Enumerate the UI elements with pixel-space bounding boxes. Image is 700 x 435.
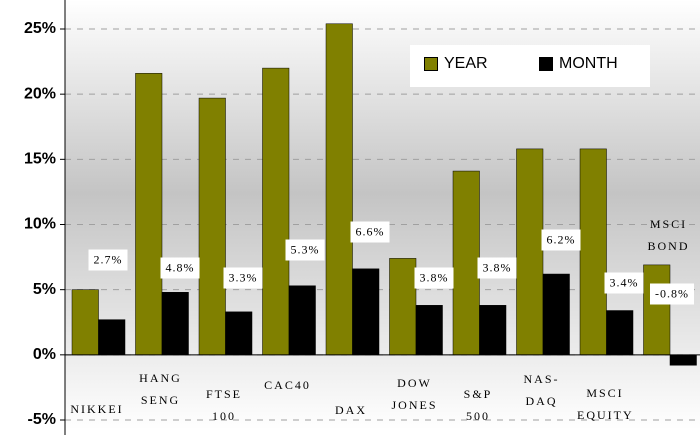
data-label: 3.8% [414,267,454,289]
y-tick-label: 15% [24,151,56,168]
y-tick-label: 25% [24,20,56,37]
x-tick-label: CAC40 [264,378,311,392]
bar [516,148,544,356]
data-label: 3.8% [477,257,517,279]
legend-item: MONTH [539,55,618,73]
data-label: 6.2% [541,229,581,251]
legend-item: YEAR [424,55,488,73]
y-tick-label: 10% [24,216,56,233]
bar [135,73,163,356]
bar [452,170,480,356]
bar [161,292,189,356]
x-tick-label: MSCI EQUITY [577,386,634,422]
y-tick-label: 5% [33,281,56,298]
data-label: -0.8% [650,283,694,305]
y-tick-label: 0% [33,346,56,363]
bar [98,319,126,356]
bar [479,305,507,356]
data-label: 4.8% [160,257,200,279]
legend-swatch [539,57,553,71]
bar [325,23,353,356]
data-label: 3.4% [604,272,644,294]
bar [643,264,671,356]
bar [262,67,290,356]
data-label: 2.7% [88,249,128,271]
bar [225,311,253,356]
x-tick-label: NAS-DAQ [523,372,560,408]
bar [415,305,443,356]
legend-label: MONTH [559,55,618,72]
bar [389,258,417,356]
bar [579,148,607,356]
bar [288,285,316,356]
x-tick-label: DOW JONES [391,376,438,412]
x-tick-label: NIKKEI [70,402,124,416]
x-tick-label: HANG SENG [139,371,182,407]
x-tick-label: S&P 500 [463,387,493,423]
bar [198,97,226,356]
data-label: 6.6% [350,221,390,243]
legend-label: YEAR [444,55,488,72]
bar [606,310,634,356]
bar [352,268,380,356]
x-tick-label: DAX [335,403,367,417]
bar [669,354,697,366]
legend [410,45,650,87]
x-tick-label: MSCI BOND [647,217,690,253]
bar [542,273,570,356]
data-label: 3.3% [223,267,263,289]
x-tick-label: FTSE 100 [205,387,242,423]
legend-swatch [424,57,438,71]
y-tick-label: -5% [28,411,56,428]
bar [71,289,99,356]
data-label: 5.3% [285,239,325,261]
y-tick-label: 20% [24,85,56,102]
